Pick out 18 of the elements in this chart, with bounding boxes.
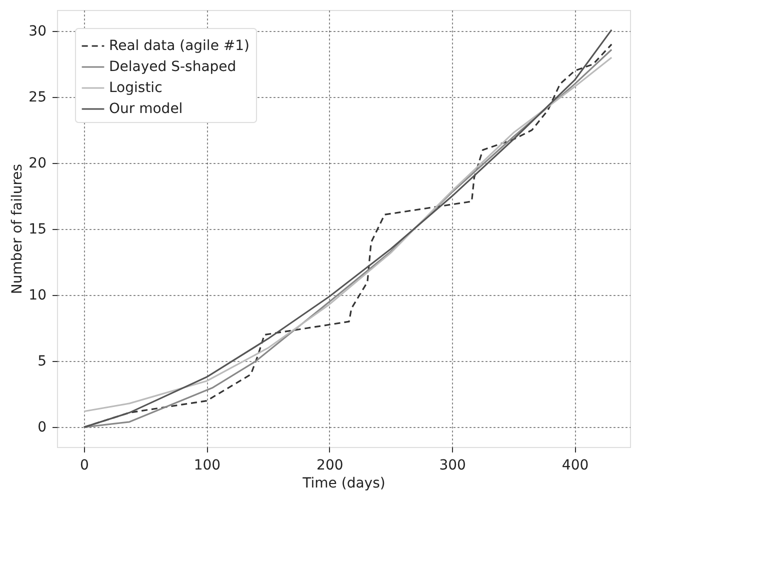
y-tick-label: 15 [28,222,46,238]
y-tick-label: 20 [28,156,46,172]
y-axis-title: Number of failures [10,164,26,294]
y-tick-label: 25 [28,90,46,106]
x-tick-label: 300 [439,458,466,474]
y-tick-label: 10 [28,288,46,304]
y-tick-label: 0 [38,420,46,436]
x-tick-label: 200 [316,458,344,474]
legend-label: Our model [109,101,183,117]
x-tick-label: 0 [80,458,89,474]
y-tick-label: 30 [28,24,46,40]
x-tick-label: 100 [194,458,221,474]
legend-label: Delayed S-shaped [109,59,236,75]
legend-label: Logistic [109,80,162,96]
x-tick-label: 400 [562,458,589,474]
legend-label: Real data (agile #1) [109,38,250,54]
x-axis-title: Time (days) [302,476,386,492]
y-tick-label: 5 [38,354,46,370]
